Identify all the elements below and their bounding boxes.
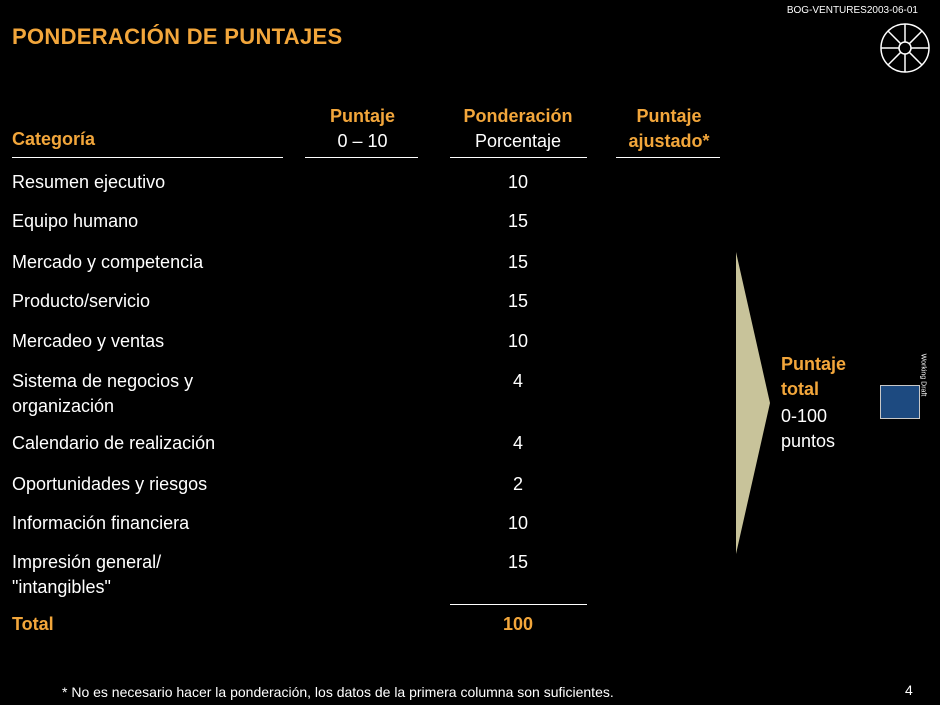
working-draft-label: Working Draft [918,345,928,405]
header-ajustado-subtitle: ajustado* [628,131,710,151]
row-weight: 15 [507,552,529,572]
divider-total [450,604,587,605]
divider-categoria [12,157,283,158]
wheel-logo-icon [880,23,930,73]
page-number: 4 [905,682,913,698]
total-value: 100 [502,614,534,634]
header-puntaje: Puntaje 0 – 10 [305,104,420,154]
row-category: Mercadeo y ventas [12,331,165,351]
row-weight: 4 [512,371,523,391]
row-category: Sistema de negocios y organización [12,371,194,416]
header-puntaje-title: Puntaje [329,106,395,126]
header-ponderacion-title: Ponderación [463,106,573,126]
document-id: BOG-VENTURES2003-06-01 [786,5,918,16]
row-category: Equipo humano [12,211,139,231]
row-category: Impresión general/ "intangibles" [12,552,162,597]
header-ajustado-title: Puntaje [636,106,702,126]
slide-title: PONDERACIÓN DE PUNTAJES [12,24,343,49]
header-categoria: Categoría [12,127,95,152]
total-label: Total [12,614,54,634]
puntaje-total-title-line2: total [781,379,819,399]
divider-ajustado [616,157,720,158]
working-draft-text: Working Draft [919,353,927,397]
row-weight: 15 [507,211,529,231]
row-weight: 4 [512,433,523,453]
puntaje-total-title-line1: Puntaje [781,354,847,374]
footnote: * No es necesario hacer la ponderación, … [62,684,614,700]
header-categoria-label: Categoría [12,129,96,149]
puntaje-total-range: 0-100 puntos [781,404,835,454]
total-score-box[interactable] [880,385,920,419]
row-category: Calendario de realización [12,433,216,453]
row-weight: 10 [507,513,529,533]
row-weight: 15 [507,252,529,272]
arrow-shape-icon [736,252,770,554]
row-weight: 10 [507,172,529,192]
row-category: Oportunidades y riesgos [12,474,208,494]
divider-puntaje [305,157,418,158]
divider-ponderacion [450,157,587,158]
row-category: Información financiera [12,513,190,533]
row-weight: 2 [512,474,523,494]
puntaje-total-range-line1: 0-100 [781,406,828,426]
header-ponderacion-unit: Porcentaje [474,131,562,151]
header-ponderacion: Ponderación Porcentaje [448,104,588,154]
row-weight: 10 [507,331,529,351]
row-category: Mercado y competencia [12,252,204,272]
row-category: Producto/servicio [12,291,151,311]
header-puntaje-range: 0 – 10 [337,131,388,151]
row-weight: 15 [507,291,529,311]
puntaje-total-range-line2: puntos [781,431,836,451]
puntaje-total-title: Puntaje total [781,352,846,402]
header-ajustado: Puntaje ajustado* [612,104,726,154]
row-category: Resumen ejecutivo [12,172,166,192]
